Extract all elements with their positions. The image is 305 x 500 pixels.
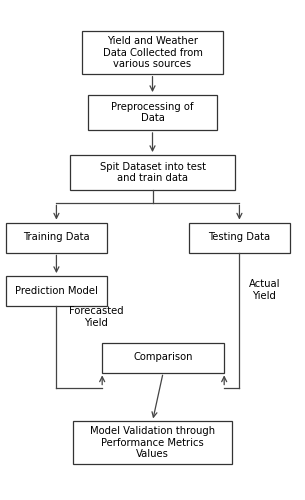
Text: Preprocessing of
Data: Preprocessing of Data [111,102,194,124]
FancyBboxPatch shape [73,421,232,464]
FancyBboxPatch shape [88,95,217,130]
FancyBboxPatch shape [70,155,235,190]
Text: Yield and Weather
Data Collected from
various sources: Yield and Weather Data Collected from va… [102,36,203,69]
FancyBboxPatch shape [82,31,223,74]
Text: Prediction Model: Prediction Model [15,286,98,296]
Text: Actual
Yield: Actual Yield [249,279,280,301]
Text: Model Validation through
Performance Metrics
Values: Model Validation through Performance Met… [90,426,215,459]
FancyBboxPatch shape [102,342,224,372]
Text: Forecasted
Yield: Forecasted Yield [69,306,123,328]
FancyBboxPatch shape [6,276,107,306]
Text: Comparison: Comparison [133,352,193,362]
Text: Spit Dataset into test
and train data: Spit Dataset into test and train data [99,162,206,184]
Text: Training Data: Training Data [23,232,90,242]
FancyBboxPatch shape [189,222,290,252]
FancyBboxPatch shape [6,222,107,252]
Text: Testing Data: Testing Data [208,232,271,242]
